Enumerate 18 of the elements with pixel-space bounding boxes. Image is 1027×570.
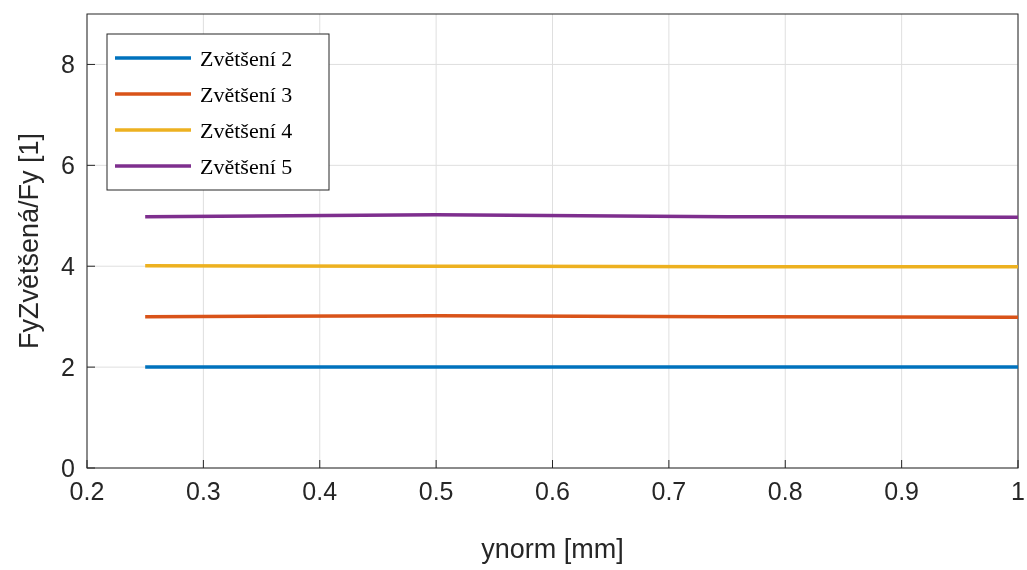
y-tick-label: 6	[61, 151, 75, 180]
x-tick-label: 0.4	[302, 477, 338, 505]
y-tick-label: 4	[61, 252, 76, 281]
legend-label: Zvětšení 3	[200, 82, 293, 107]
x-axis-title: ynorm [mm]	[481, 534, 624, 564]
x-tick-label: 0.3	[185, 477, 221, 505]
y-tick-label: 2	[61, 353, 75, 382]
x-tick-label: 1	[1011, 477, 1025, 505]
legend-label: Zvětšení 4	[200, 118, 293, 143]
x-tick-label: 0.7	[651, 477, 687, 505]
x-tick-label: 0.6	[535, 477, 570, 505]
x-tick-label: 0.5	[418, 477, 454, 505]
legend-label: Zvětšení 2	[200, 46, 293, 71]
x-tick-label: 0.9	[884, 477, 920, 505]
x-tick-label: 0.8	[767, 477, 803, 505]
y-tick-label: 8	[61, 50, 75, 79]
y-axis-title: FyZvětšená/Fy [1]	[14, 132, 44, 350]
legend-label: Zvětšení 5	[200, 154, 293, 179]
